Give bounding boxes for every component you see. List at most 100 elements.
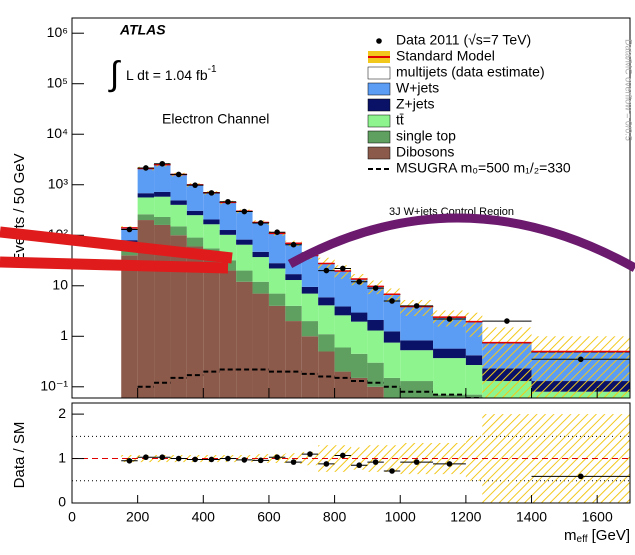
- x-tick-label: 1000: [385, 509, 416, 525]
- ratio-point: [159, 454, 165, 460]
- stack-bar: [302, 336, 318, 408]
- stack-bar: [253, 282, 269, 294]
- ratio-point: [225, 456, 231, 462]
- ratio-point: [291, 459, 297, 465]
- stack-bar: [269, 263, 285, 268]
- x-tick-label: 800: [323, 509, 347, 525]
- stack-bar: [236, 282, 252, 408]
- x-label-unit: [GeV]: [587, 527, 630, 544]
- x-tick-label: 400: [192, 509, 216, 525]
- stack-bar: [138, 214, 154, 220]
- stack-bar: [138, 169, 154, 194]
- stack-bar: [400, 381, 433, 413]
- data-point: [209, 190, 215, 196]
- data-point: [176, 172, 182, 178]
- data-point: [389, 298, 395, 304]
- stack-bar: [367, 320, 383, 331]
- stack-bar: [220, 271, 236, 408]
- legend-label: MSUGRA m₀=500 m₁/₂=330: [396, 160, 571, 176]
- stack-bar: [269, 306, 285, 408]
- stack-bar: [236, 240, 252, 245]
- stack-bar: [335, 315, 351, 347]
- legend-label: multijets (data estimate): [396, 64, 545, 80]
- channel: Electron Channel: [162, 111, 269, 127]
- stack-bar: [138, 193, 154, 197]
- data-point: [578, 357, 584, 363]
- stack-bar: [466, 365, 482, 395]
- legend-swatch: [368, 131, 390, 143]
- ratio-point: [340, 453, 346, 459]
- data-point: [127, 227, 133, 233]
- stack-bar: [220, 203, 236, 230]
- ratio-plot: [72, 414, 630, 503]
- stack-bar: [285, 274, 301, 280]
- stack-bar: [187, 215, 203, 237]
- stack-bar: [384, 331, 400, 342]
- x-tick-label: 1400: [516, 509, 547, 525]
- stack-bar: [121, 255, 137, 408]
- y-tick-label: 1: [60, 327, 68, 343]
- sm-uncertainty: [532, 336, 630, 408]
- stack-bar: [285, 321, 301, 408]
- ratio-y-tick-label: 2: [58, 405, 66, 421]
- ratio-y-label: Data / SM: [11, 422, 28, 489]
- ratio-point: [447, 461, 453, 467]
- data-point: [258, 220, 264, 226]
- legend-swatch: [368, 83, 390, 95]
- stack-bar: [203, 220, 219, 225]
- sm-uncertainty: [482, 327, 531, 408]
- stack-bar: [433, 358, 466, 395]
- stack-bar: [154, 217, 170, 225]
- stack-bar: [351, 313, 367, 322]
- ratio-point: [274, 454, 280, 460]
- purple-arc: [290, 218, 635, 268]
- stack-bar: [203, 258, 219, 408]
- stack-bar: [433, 395, 466, 422]
- legend-swatch: [368, 67, 390, 79]
- stack-bar: [170, 200, 186, 204]
- legend-label: Data 2011 (√s=7 TeV): [396, 32, 531, 48]
- data-point: [373, 285, 379, 291]
- stack-bar: [302, 287, 318, 294]
- stack-bar: [318, 334, 334, 351]
- stack-bar: [269, 268, 285, 293]
- stack-bar: [269, 234, 285, 264]
- ratio-y-tick-label: 1: [58, 449, 66, 465]
- stack-bar: [384, 343, 400, 378]
- x-label-m: m: [564, 527, 577, 544]
- stack-bar: [400, 350, 433, 381]
- ratio-y-tick-label: 0: [58, 494, 66, 510]
- x-tick-label: 1600: [582, 509, 613, 525]
- stack-bar: [187, 211, 203, 215]
- x-tick-label: 1200: [450, 509, 481, 525]
- data-point: [291, 242, 297, 248]
- stack-bar: [236, 245, 252, 271]
- stack-bar: [154, 192, 170, 197]
- stack-bar: [203, 224, 219, 248]
- stack-bar: [154, 197, 170, 217]
- y-tick-label: 10: [52, 276, 68, 292]
- ratio-point: [414, 459, 420, 465]
- data-point: [356, 279, 362, 285]
- legend-swatch: [368, 115, 390, 127]
- stack-bar: [269, 294, 285, 306]
- stack-bar: [203, 193, 219, 219]
- ratio-point: [143, 454, 149, 460]
- stack-bar: [400, 340, 433, 350]
- stack-bar: [367, 387, 383, 408]
- data-point: [504, 318, 510, 324]
- data-point: [159, 161, 165, 167]
- lumi-text: L dt = 1.04 fb: [126, 67, 208, 83]
- y-tick-label: 10⁶: [47, 24, 68, 40]
- legend-label: W+jets: [396, 80, 439, 96]
- data-point: [225, 199, 231, 205]
- main-plot: [121, 161, 630, 437]
- legend-label: single top: [396, 128, 456, 144]
- stack-bar: [318, 351, 334, 408]
- stack-bar: [236, 212, 252, 240]
- ratio-point: [127, 458, 133, 464]
- legend-label: Standard Model: [396, 48, 495, 64]
- stack-bar: [187, 185, 203, 211]
- legend-label: tt̄: [396, 112, 404, 128]
- data-point: [143, 165, 149, 171]
